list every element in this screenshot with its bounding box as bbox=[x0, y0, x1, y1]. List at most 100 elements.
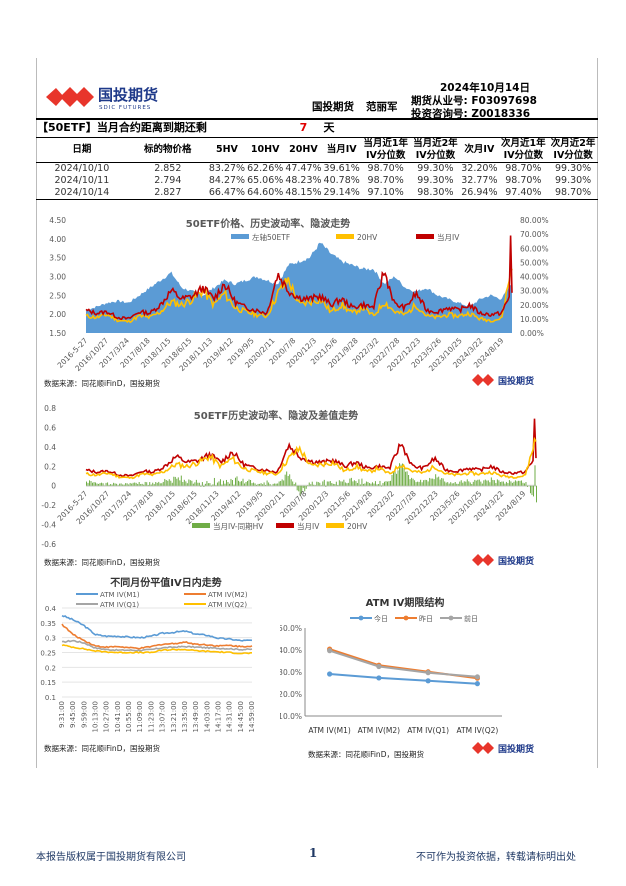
x-tick-label: 11:23:00 bbox=[147, 701, 155, 732]
spread-bar bbox=[453, 483, 455, 486]
spread-bar bbox=[116, 483, 118, 486]
spread-bar bbox=[253, 482, 255, 486]
x-tick-label: ATM IV(M1) bbox=[308, 726, 350, 735]
spread-bar bbox=[256, 484, 258, 486]
spread-bar bbox=[254, 483, 256, 486]
y-tick-label: 1.50 bbox=[49, 329, 66, 338]
company-logo: 国投期货 SDIC FUTURES bbox=[46, 86, 158, 111]
y-tick-label: 0.1 bbox=[45, 694, 56, 702]
spread-bar bbox=[499, 481, 501, 486]
spread-bar bbox=[238, 480, 240, 486]
table-cell: 98.30% bbox=[417, 186, 454, 198]
spread-bar bbox=[278, 481, 280, 486]
legend-swatch bbox=[192, 523, 210, 528]
spread-bar bbox=[92, 482, 94, 486]
spread-bar bbox=[206, 481, 208, 486]
spread-bar bbox=[197, 482, 199, 486]
y-tick-label: 0.35 bbox=[40, 620, 56, 628]
x-tick-label: 13:21:00 bbox=[170, 701, 178, 732]
spread-bar bbox=[274, 483, 276, 486]
table-cell: 98.70% bbox=[367, 174, 404, 186]
spread-bar bbox=[93, 482, 95, 486]
legend-marker bbox=[448, 615, 454, 621]
legend-label: 20HV bbox=[347, 522, 368, 531]
y-tick-label: 0.15 bbox=[40, 679, 56, 687]
y-tick-label: 30.00% bbox=[520, 287, 549, 296]
hv20-line bbox=[85, 268, 513, 324]
y-tick-label: 2.50 bbox=[49, 291, 66, 300]
spread-bar bbox=[244, 483, 246, 486]
table-cell: 83.27% bbox=[208, 162, 246, 174]
table-cell: 65.06% bbox=[247, 174, 284, 186]
spread-bar bbox=[290, 479, 292, 486]
table-row: 2024/10/14 2.827 66.47% 64.60% 48.15% 29.14% 9… bbox=[36, 186, 598, 199]
spread-bar bbox=[141, 483, 143, 486]
spread-bar bbox=[332, 483, 334, 486]
spread-bar bbox=[167, 480, 169, 486]
spread-bar bbox=[286, 471, 288, 486]
legend-label: 当月IV bbox=[437, 232, 460, 242]
table-row: 2024/10/11 2.794 84.27% 65.06% 48.23% 40.78% 9… bbox=[36, 175, 598, 187]
watermark-logo: 国投期货 bbox=[472, 742, 534, 755]
spread-bar bbox=[268, 482, 270, 486]
spread-bar bbox=[275, 483, 277, 486]
x-tick-label: 13:07:00 bbox=[159, 701, 167, 732]
spread-bar bbox=[371, 482, 373, 486]
y-tick-label: -0.6 bbox=[41, 540, 56, 549]
spread-bar bbox=[457, 483, 459, 486]
x-tick-label: 10:27:00 bbox=[103, 701, 111, 732]
spread-bar bbox=[417, 481, 419, 486]
spread-bar bbox=[234, 477, 236, 486]
spread-bar bbox=[341, 481, 343, 486]
y-tick-label: 3.50 bbox=[49, 254, 66, 263]
spread-bar bbox=[289, 474, 291, 486]
spread-bar bbox=[221, 484, 223, 486]
spread-bar bbox=[132, 482, 134, 486]
y-tick-label: 20.00% bbox=[520, 301, 549, 310]
x-tick-label: ATM IV(Q2) bbox=[456, 726, 498, 735]
y-tick-label: 50.0% bbox=[280, 624, 302, 633]
spread-bar bbox=[519, 480, 521, 486]
spread-bar bbox=[396, 473, 398, 486]
data-point bbox=[327, 671, 333, 677]
x-tick-label: 14:45:00 bbox=[237, 701, 245, 732]
spread-bar bbox=[483, 480, 485, 486]
spread-bar bbox=[487, 480, 489, 486]
spread-bar bbox=[393, 472, 395, 486]
table-cell: 2024/10/14 bbox=[54, 186, 110, 198]
x-tick-label: 9:59:00 bbox=[80, 701, 88, 728]
spread-bar bbox=[399, 463, 401, 486]
spread-bar bbox=[292, 481, 294, 486]
spread-bar bbox=[203, 485, 205, 487]
spread-bar bbox=[486, 480, 488, 486]
spread-bar bbox=[397, 470, 399, 486]
data-point bbox=[425, 678, 431, 684]
spread-bar bbox=[159, 483, 161, 486]
svg-text:国投期货: 国投期货 bbox=[98, 86, 158, 104]
spread-bar bbox=[131, 483, 133, 486]
spread-bar bbox=[423, 480, 425, 486]
spread-bar bbox=[224, 483, 226, 486]
spread-bar bbox=[209, 483, 211, 486]
spread-bar bbox=[272, 483, 274, 486]
spread-bar bbox=[165, 480, 167, 486]
legend-swatch bbox=[276, 523, 294, 528]
column-header: 20HV bbox=[284, 137, 323, 163]
y-tick-label: 80.00% bbox=[520, 216, 549, 225]
spread-bar bbox=[322, 481, 324, 486]
source-note: 数据来源：同花顺iFinD，国投期货 bbox=[44, 744, 160, 753]
spread-bar bbox=[495, 482, 497, 486]
y-tick-label: 10.0% bbox=[280, 712, 302, 721]
series-line bbox=[61, 644, 252, 655]
spread-bar bbox=[245, 481, 247, 486]
y-tick-label: -0.4 bbox=[41, 521, 56, 530]
table-cell: 48.23% bbox=[285, 174, 322, 186]
spread-bar bbox=[162, 481, 164, 486]
table-cell: 97.40% bbox=[505, 186, 542, 198]
spread-bar bbox=[391, 474, 393, 486]
spread-bar bbox=[257, 483, 259, 486]
spread-bar bbox=[481, 483, 483, 486]
spread-bar bbox=[439, 479, 441, 486]
y-tick-label: 60.00% bbox=[520, 244, 549, 253]
table-cell: 99.30% bbox=[554, 162, 592, 174]
